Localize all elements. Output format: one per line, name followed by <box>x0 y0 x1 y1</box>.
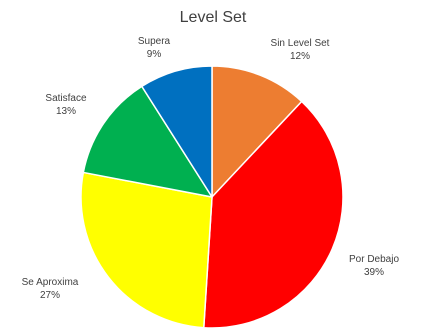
pie-slice-supera <box>141 65 213 198</box>
pie-slices <box>80 65 344 329</box>
data-label-satisface: Satisface 13% <box>45 93 87 117</box>
data-label-percent: 13% <box>56 106 76 117</box>
pie-slice-se-aproxima <box>80 171 213 329</box>
pie-slice-sin-level-set <box>211 65 303 198</box>
data-label-percent: 9% <box>147 49 162 60</box>
data-label-category: Sin Level Set <box>271 38 330 49</box>
data-label-por-debajo: Por Debajo 39% <box>349 254 399 278</box>
data-label-supera: Supera 9% <box>138 36 171 60</box>
pie-slice-por-debajo <box>203 100 344 329</box>
data-label-category: Satisface <box>45 93 87 104</box>
pie-slice-satisface <box>82 85 213 198</box>
data-label-category: Supera <box>138 36 171 47</box>
pie-data-labels: Sin Level Set 12% Por Debajo 39% Se Aproxima… <box>22 36 400 301</box>
data-label-se-aproxima: Se Aproxima 27% <box>22 277 79 301</box>
data-label-sin-level-set: Sin Level Set 12% <box>271 38 330 62</box>
data-label-category: Se Aproxima <box>22 277 79 288</box>
data-label-category: Por Debajo <box>349 254 399 265</box>
chart-title: Level Set <box>180 9 247 26</box>
data-label-percent: 12% <box>290 51 310 62</box>
data-label-percent: 27% <box>40 290 60 301</box>
data-label-percent: 39% <box>364 267 384 278</box>
